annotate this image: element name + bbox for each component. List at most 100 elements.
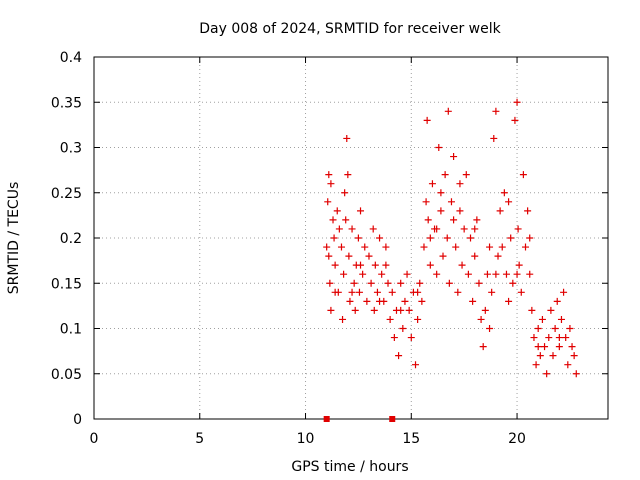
x-axis-label: GPS time / hours [291,459,408,475]
data-point [502,270,510,278]
data-point [513,270,521,278]
data-point [420,243,428,251]
data-gap-markers [323,416,396,422]
data-point [323,243,331,251]
data-point [341,189,349,197]
x-tick-label: 20 [508,431,526,447]
data-point [538,315,546,323]
data-point [557,315,565,323]
data-point [477,315,485,323]
data-points [323,98,580,378]
data-point [401,297,409,305]
data-point [437,189,445,197]
data-point [526,270,534,278]
data-point [373,288,381,296]
chart-title: Day 008 of 2024, SRMTID for receiver wel… [199,21,501,37]
gap-marker [323,416,330,422]
data-point [526,234,534,242]
data-point [369,225,377,233]
y-tick-label: 0.35 [51,95,82,111]
data-point [331,288,339,296]
data-point [359,270,367,278]
data-point [496,207,504,215]
data-point [513,98,521,106]
data-point [541,343,549,351]
y-tick-label: 0.05 [51,367,82,383]
data-point [426,234,434,242]
data-point [397,306,405,314]
x-tick-label: 15 [402,431,420,447]
data-point [471,252,479,260]
data-point [452,243,460,251]
data-point [325,252,333,260]
data-point [428,180,436,188]
data-point [330,234,338,242]
data-point [331,261,339,269]
data-point [441,171,449,179]
data-point [407,334,415,342]
data-point [450,216,458,224]
data-point [376,297,384,305]
data-point [325,171,333,179]
data-point [433,225,441,233]
data-point [458,261,466,269]
data-point [450,153,458,161]
y-tick-label: 0.4 [60,50,82,66]
data-point [333,207,341,215]
x-tick-label: 0 [90,431,99,447]
data-point [399,325,407,332]
data-point [464,270,472,278]
data-point [388,288,396,296]
data-point [422,198,430,206]
data-point [555,334,563,342]
data-point [346,297,354,305]
data-point [376,234,384,242]
data-point [327,180,335,188]
data-point [498,243,506,251]
data-point [384,279,392,287]
data-point [454,288,462,296]
data-point [509,279,517,287]
data-point [519,171,527,179]
data-point [403,270,411,278]
data-point [345,252,353,260]
data-point [530,334,538,342]
data-point [424,216,432,224]
data-point [335,225,343,233]
data-point [473,216,481,224]
data-point [572,370,580,378]
data-point [426,261,434,269]
data-point [337,243,345,251]
data-point [555,343,563,351]
data-point [378,270,386,278]
data-point [418,297,426,305]
data-point [483,270,491,278]
data-point [405,306,413,314]
data-point [456,180,464,188]
data-point [462,171,470,179]
data-point [367,279,375,287]
data-point [395,352,403,360]
data-point [357,261,365,269]
data-point [370,306,378,314]
data-point [382,243,390,251]
data-point [397,279,405,287]
data-point [467,234,475,242]
data-point [551,325,559,332]
data-point [435,144,443,151]
data-point [324,198,332,206]
data-point [536,352,544,360]
data-point [342,216,350,224]
data-point [390,334,398,342]
data-point [549,352,557,360]
data-point [414,288,422,296]
data-point [445,279,453,287]
data-point [433,270,441,278]
data-point [348,288,356,296]
y-axis-label: SRMTID / TECUs [6,182,22,295]
data-point [492,270,500,278]
data-point [326,279,334,287]
data-point [479,343,487,351]
data-point [560,288,568,296]
data-point [460,225,468,233]
